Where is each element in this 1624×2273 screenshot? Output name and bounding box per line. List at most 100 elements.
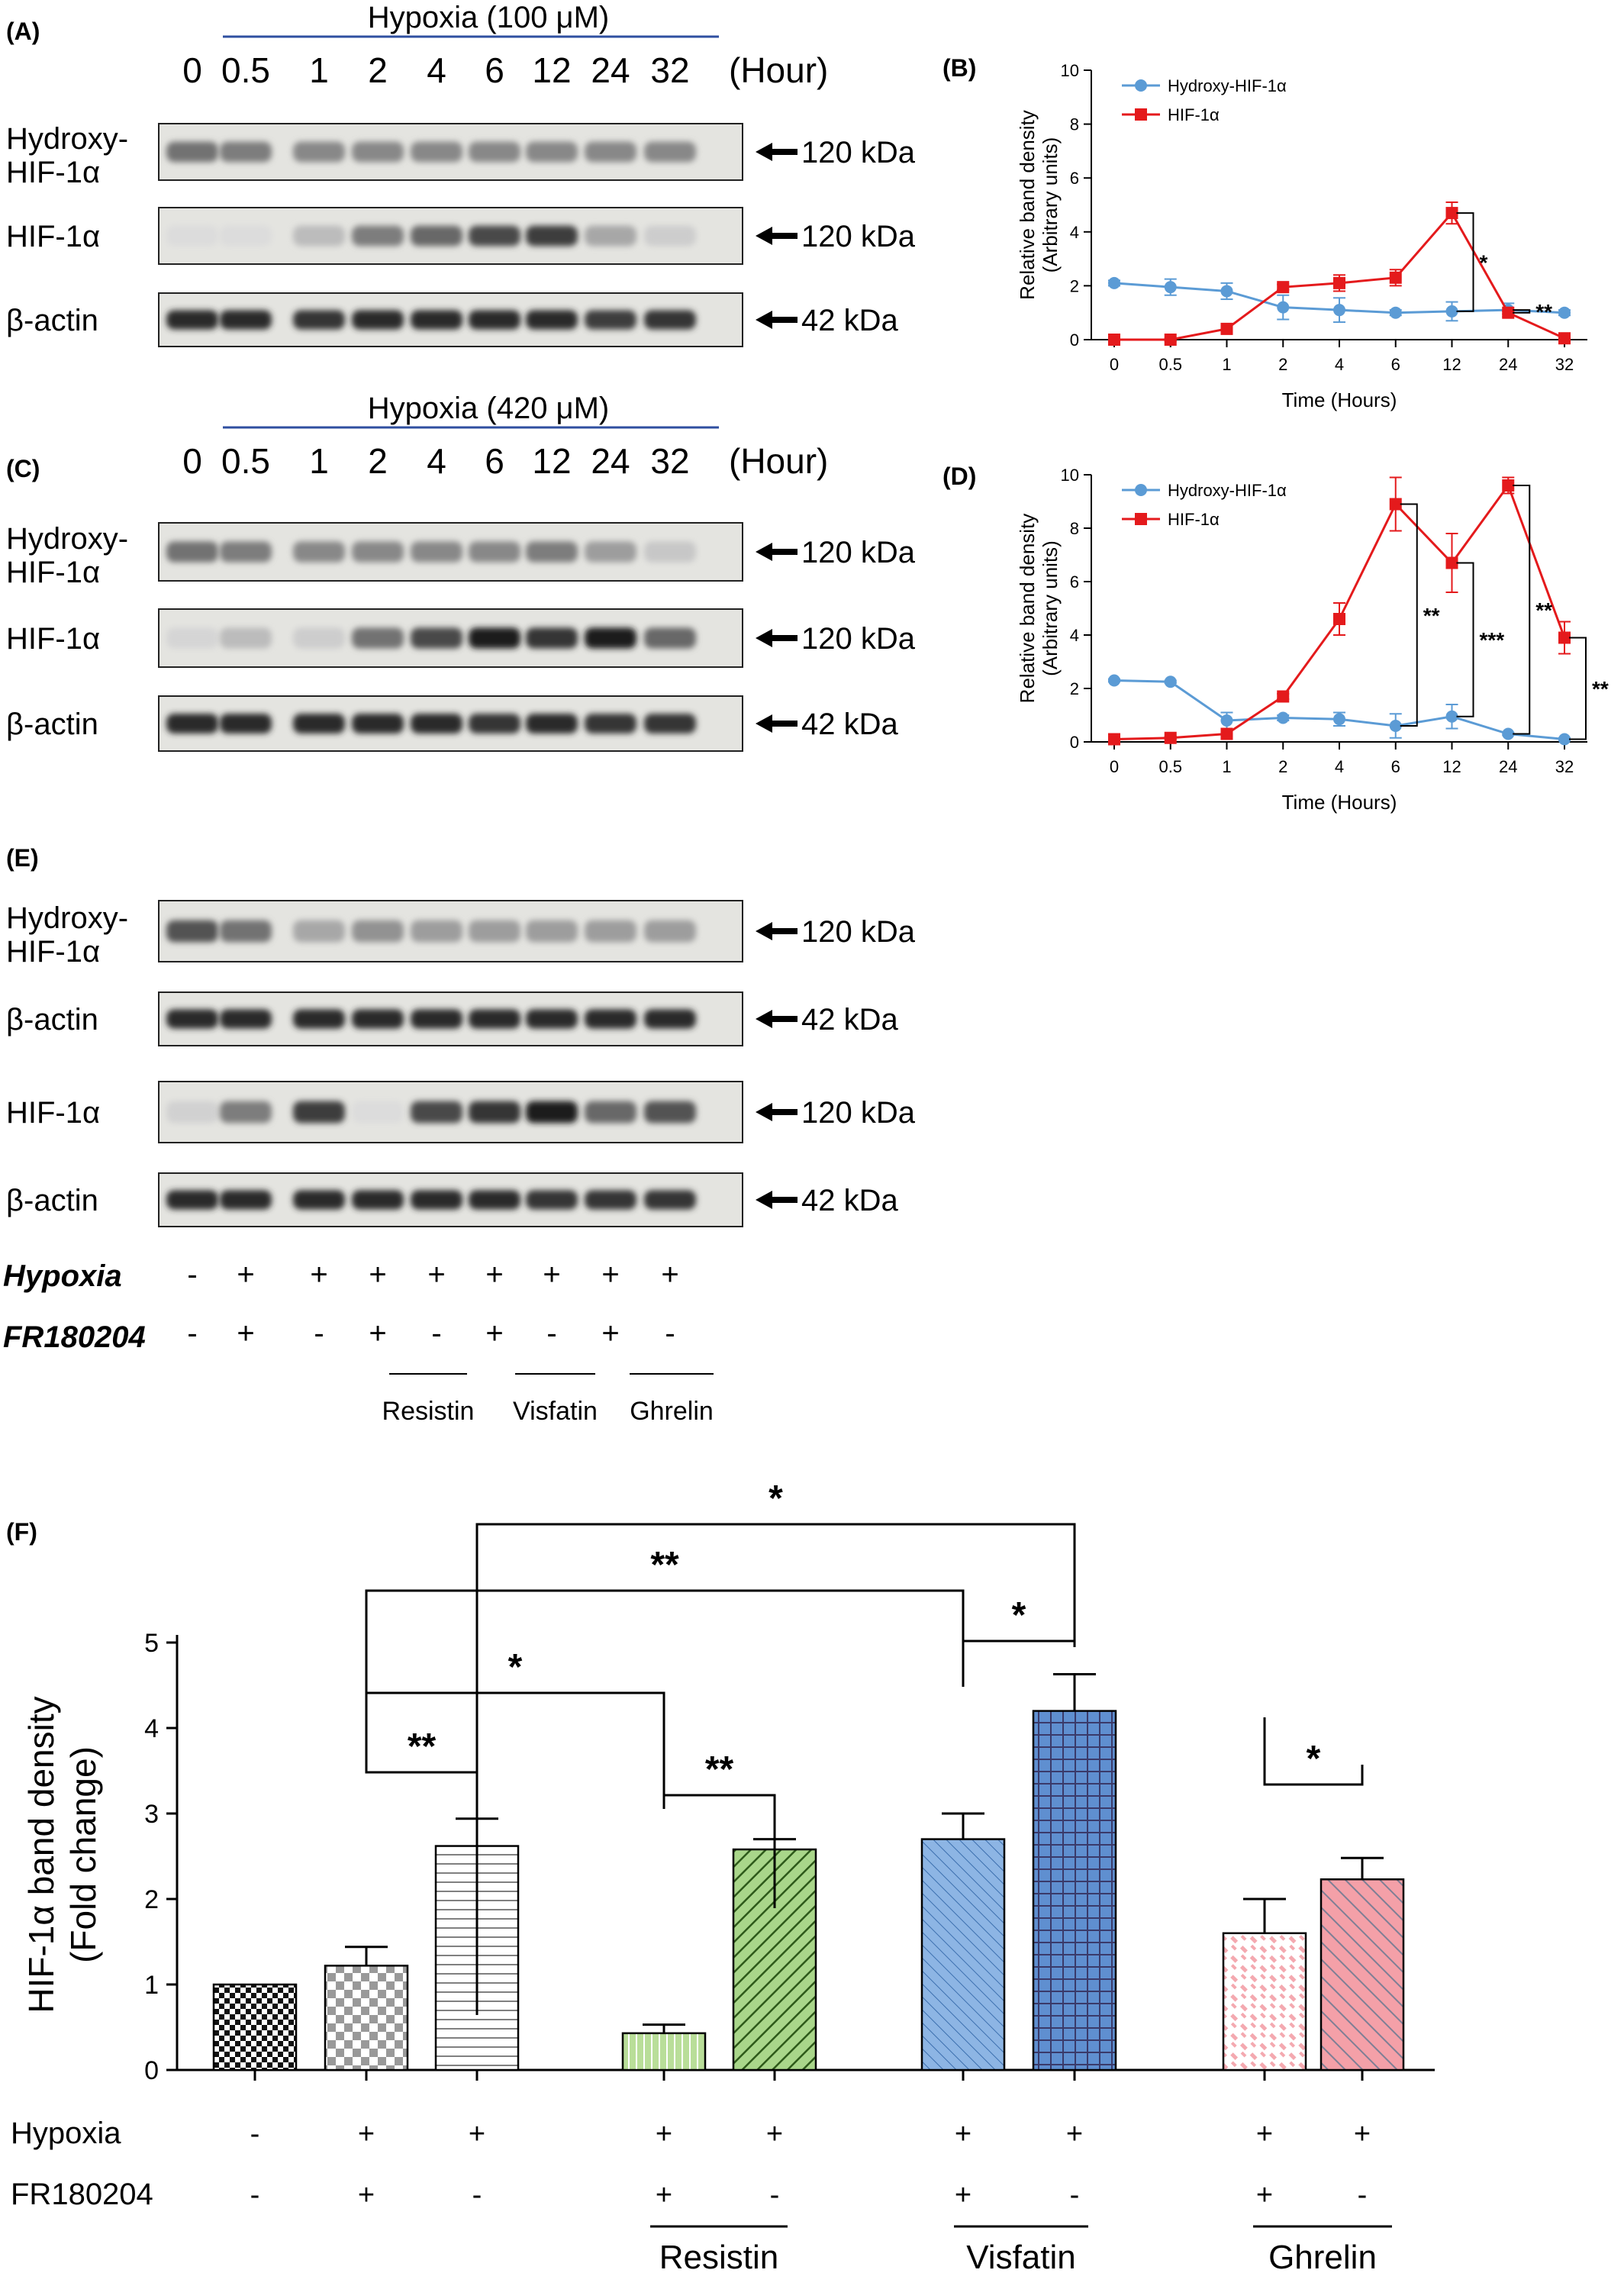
- data-point: [1445, 207, 1458, 220]
- c-band-2-6: [526, 714, 578, 733]
- e-band-0-1: [220, 920, 272, 943]
- hypoxia-sign: +: [1354, 2118, 1371, 2150]
- data-point: [1389, 720, 1402, 732]
- e-hypoxia-sign: +: [310, 1258, 327, 1291]
- y-tick-label: 6: [1070, 169, 1079, 188]
- legend-label: Hydroxy-HIF-1α: [1168, 481, 1287, 500]
- e-arrow-0: [756, 922, 798, 940]
- c-band-1-1: [220, 627, 272, 649]
- a-band-0-3: [352, 141, 404, 163]
- a-band-1-1: [220, 225, 272, 247]
- x-tick-label: 4: [1335, 757, 1344, 776]
- legend-marker: [1135, 79, 1147, 92]
- a-condition-label: Hypoxia (100 μM): [368, 1, 609, 34]
- y-tick-label: 2: [1070, 679, 1079, 698]
- e-band-3-7: [585, 1190, 636, 1210]
- data-point: [1389, 306, 1402, 319]
- bar: [1222, 1932, 1307, 2071]
- data-point: [1389, 498, 1402, 511]
- e-band-0-3: [352, 920, 404, 943]
- e-fr-sign: -: [431, 1317, 441, 1350]
- e-hypoxia-sign: -: [187, 1258, 197, 1291]
- data-point: [1277, 281, 1290, 294]
- panel-label-f: (F): [6, 1518, 37, 1546]
- hypoxia-sign: +: [358, 2118, 375, 2150]
- data-point: [1445, 556, 1458, 569]
- c-band-0-2: [293, 541, 345, 563]
- a-lane-label: 2: [368, 50, 388, 90]
- data-point: [1502, 306, 1515, 319]
- a-arrow-1: [756, 227, 798, 245]
- fr-sign: -: [472, 2179, 482, 2211]
- c-band-2-3: [352, 714, 404, 733]
- data-point: [1220, 285, 1233, 298]
- e-hypoxia-sign: +: [601, 1258, 619, 1291]
- a-band-1-5: [469, 225, 520, 247]
- x-tick-label: 1: [1222, 757, 1231, 776]
- a-band-0-2: [293, 141, 345, 163]
- x-tick-label: 12: [1442, 757, 1461, 776]
- e-arrow-3: [756, 1191, 798, 1209]
- data-point: [1277, 711, 1290, 724]
- y-tick-label: 8: [1070, 115, 1079, 134]
- data-point: [1108, 674, 1120, 687]
- hypoxia-sign: +: [1256, 2118, 1273, 2150]
- legend-marker: [1135, 484, 1147, 496]
- x-axis-title: Time (Hours): [1282, 389, 1397, 411]
- e-band-3-0: [166, 1190, 218, 1210]
- a-band-2-2: [293, 310, 345, 330]
- e-fr-sign: +: [237, 1317, 254, 1350]
- significance-bracket: [962, 1639, 1076, 1687]
- data-point: [1277, 301, 1290, 314]
- a-band-2-0: [166, 310, 218, 330]
- fr-sign: -: [250, 2179, 260, 2211]
- a-band-2-4: [411, 310, 462, 330]
- c-band-2-2: [293, 714, 345, 733]
- c-protein-label2-0: HIF-1α: [6, 556, 100, 589]
- a-band-0-1: [220, 141, 272, 163]
- a-lane-label: 24: [591, 50, 630, 90]
- fr-sign: +: [656, 2179, 672, 2211]
- c-size-label-0: 120 kDa: [801, 536, 916, 569]
- data-point: [1277, 690, 1290, 703]
- c-band-0-1: [220, 541, 272, 563]
- significance-bracket: [1456, 562, 1474, 717]
- e-protein-label-0: Hydroxy-: [6, 901, 128, 935]
- c-lane-label: 0: [182, 441, 202, 481]
- c-band-2-7: [585, 714, 636, 733]
- e-fr-sign: +: [601, 1317, 619, 1350]
- significance-label: *: [1307, 1739, 1321, 1779]
- significance-label: **: [1592, 677, 1609, 701]
- data-point: [1445, 710, 1458, 723]
- e-band-0-0: [166, 920, 218, 943]
- e-band-2-7: [585, 1101, 636, 1124]
- y-tick-label: 4: [144, 1714, 159, 1743]
- c-band-1-2: [293, 627, 345, 649]
- e-fr-sign: +: [369, 1317, 386, 1350]
- c-lane-label: 24: [591, 441, 630, 481]
- significance-label: **: [650, 1545, 679, 1585]
- hypoxia-label: Hypoxia: [11, 2117, 121, 2150]
- e-band-0-7: [585, 920, 636, 943]
- c-protein-label-2: β-actin: [6, 708, 98, 741]
- c-lane-label: 4: [427, 441, 446, 481]
- hypoxia-sign: +: [656, 2118, 672, 2150]
- a-lane-label: 32: [650, 50, 689, 90]
- blot-panel-a: Hypoxia (100 μM)0 0.5 1 2 4 6 12 24 32 (Hour)Hydr…: [6, 1, 916, 347]
- c-protein-label-1: HIF-1α: [6, 622, 100, 656]
- c-band-1-5: [469, 627, 520, 649]
- e-band-1-7: [585, 1009, 636, 1029]
- c-lane-label: 1: [309, 441, 329, 481]
- e-band-3-2: [293, 1190, 345, 1210]
- e-fr-sign: +: [485, 1317, 503, 1350]
- e-size-label-3: 42 kDa: [801, 1184, 898, 1217]
- y-tick-label: 0: [144, 2056, 159, 2085]
- e-band-0-2: [293, 920, 345, 943]
- y-axis-title-line1: Relative band density: [1016, 110, 1039, 300]
- y-axis-title-line1: HIF-1α band density: [21, 1696, 61, 2013]
- significance-bracket: [475, 1523, 1076, 2015]
- data-point: [1164, 281, 1177, 294]
- data-point: [1333, 304, 1345, 317]
